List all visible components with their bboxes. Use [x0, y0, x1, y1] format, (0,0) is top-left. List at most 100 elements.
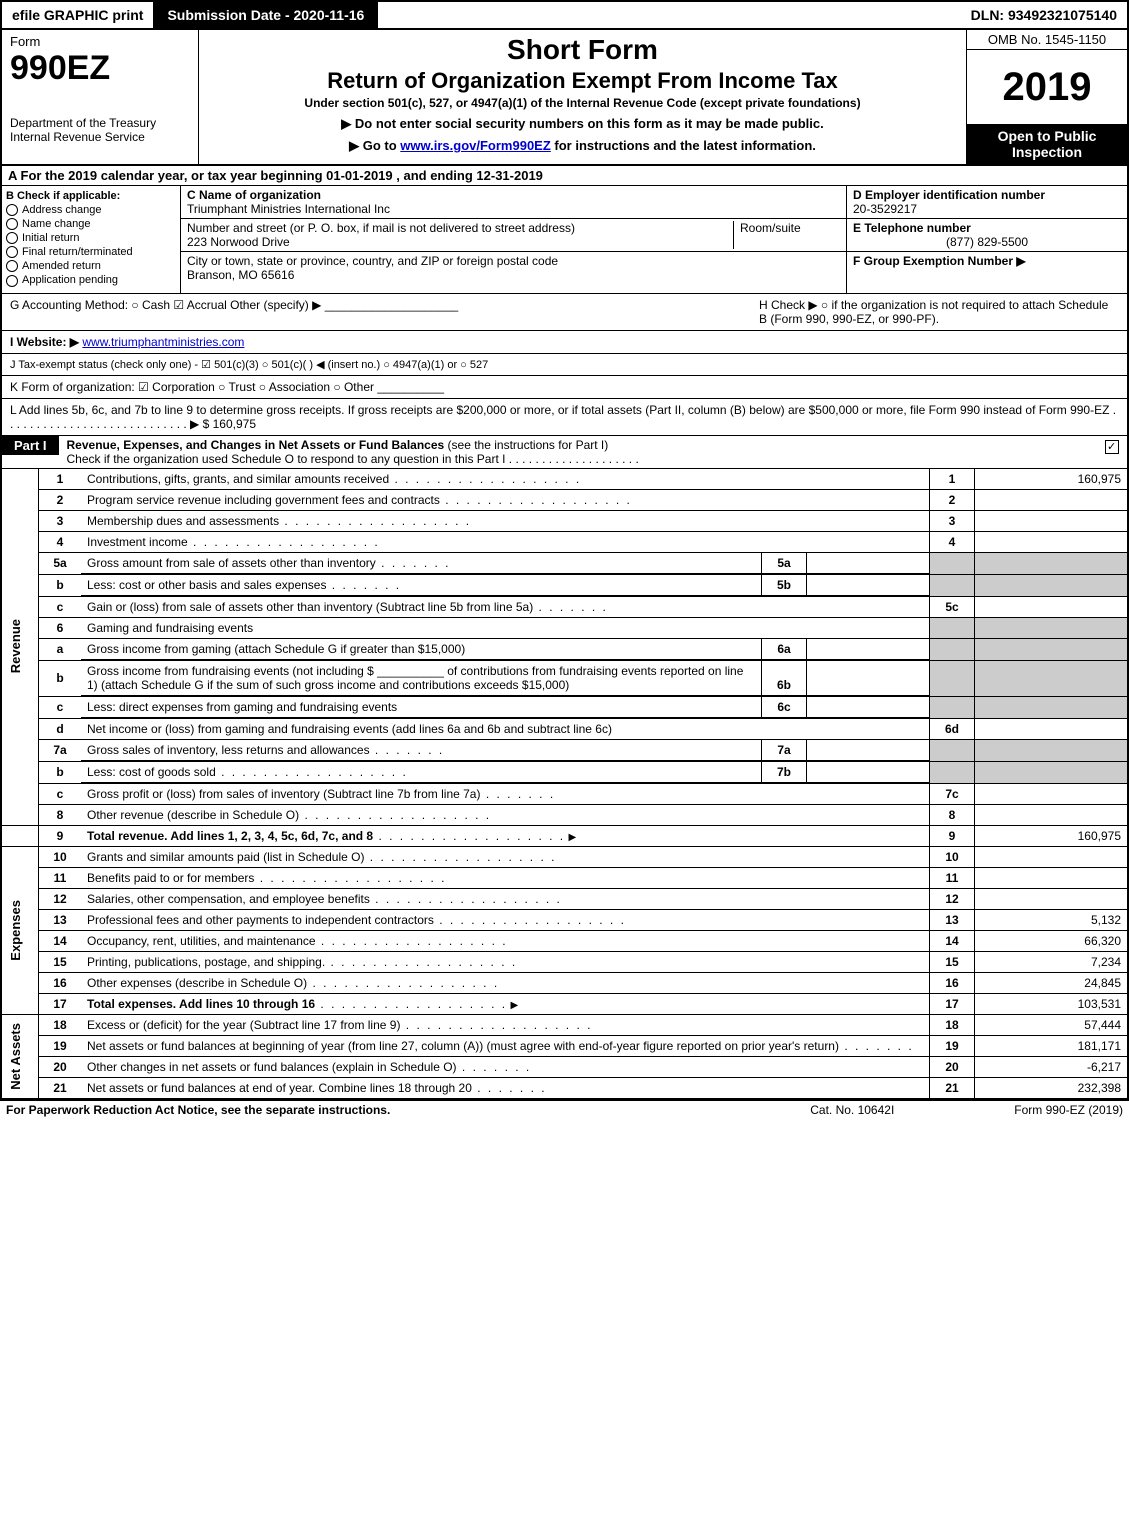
- C-city-label: City or town, state or province, country…: [187, 254, 558, 268]
- ln-6c-num: c: [39, 696, 82, 718]
- instruction-1: ▶ Do not enter social security numbers o…: [207, 116, 958, 132]
- ln-10-num: 10: [39, 847, 82, 868]
- ln-5b-desc: Less: cost or other basis and sales expe…: [87, 578, 401, 592]
- ln-7b-mnum: 7b: [762, 762, 807, 783]
- ln-7c-num: c: [39, 783, 82, 804]
- ln-5b-mnum: 5b: [762, 575, 807, 596]
- row-K: K Form of organization: ☑ Corporation ○ …: [0, 376, 1129, 399]
- ln-2-val: [975, 489, 1129, 510]
- ln-13-val: 5,132: [975, 909, 1129, 930]
- ln-6b-desc: Gross income from fundraising events (no…: [87, 664, 743, 692]
- checkbox-address-change[interactable]: [6, 204, 18, 216]
- right-block: OMB No. 1545-1150 2019 Open to Public In…: [966, 30, 1127, 164]
- B-item-1: Name change: [22, 218, 91, 230]
- ln-17-desc: Total expenses. Add lines 10 through 16: [87, 997, 315, 1011]
- ln-21-ncol: 21: [930, 1077, 975, 1099]
- ln-3-num: 3: [39, 510, 82, 531]
- checkbox-application-pending[interactable]: [6, 275, 18, 287]
- C-name-label: C Name of organization: [187, 188, 321, 202]
- revenue-tab-end: [1, 825, 39, 846]
- ln-7a-greyval: [975, 739, 1129, 761]
- ln-6a-grey: [930, 638, 975, 660]
- expenses-table: Expenses 10 Grants and similar amounts p…: [0, 847, 1129, 1015]
- ln-8-num: 8: [39, 804, 82, 825]
- ln-6c-greyval: [975, 696, 1129, 718]
- ln-5c-desc: Gain or (loss) from sale of assets other…: [87, 600, 608, 614]
- website-link[interactable]: www.triumphantministries.com: [82, 335, 244, 349]
- ln-8-desc: Other revenue (describe in Schedule O): [87, 808, 491, 822]
- ln-6d-num: d: [39, 718, 82, 739]
- title-main: Return of Organization Exempt From Incom…: [207, 68, 958, 94]
- instruction-2: ▶ Go to www.irs.gov/Form990EZ for instru…: [207, 138, 958, 154]
- ln-11-desc: Benefits paid to or for members: [87, 871, 446, 885]
- L-value: $ 160,975: [203, 417, 256, 431]
- ln-5a-mnum: 5a: [762, 553, 807, 574]
- part1-title-paren: (see the instructions for Part I): [448, 438, 609, 452]
- room-suite-label: Room/suite: [740, 221, 801, 235]
- ln-1-ncol: 1: [930, 469, 975, 490]
- ln-9-desc: Total revenue. Add lines 1, 2, 3, 4, 5c,…: [87, 829, 373, 843]
- checkbox-name-change[interactable]: [6, 218, 18, 230]
- ln-1-desc: Contributions, gifts, grants, and simila…: [87, 472, 581, 486]
- C-addr-label: Number and street (or P. O. box, if mail…: [187, 221, 575, 235]
- netassets-tab: Net Assets: [1, 1015, 39, 1099]
- dept-label: Department of the Treasury: [10, 116, 190, 130]
- ln-5c-ncol: 5c: [930, 596, 975, 617]
- schedule-o-checkbox[interactable]: [1105, 440, 1119, 454]
- title-block: Short Form Return of Organization Exempt…: [199, 30, 966, 164]
- ln-5c-val: [975, 596, 1129, 617]
- H-schedule-b: H Check ▶ ○ if the organization is not r…: [759, 298, 1119, 326]
- ln-20-num: 20: [39, 1056, 82, 1077]
- ln-4-desc: Investment income: [87, 535, 380, 549]
- irs-link[interactable]: www.irs.gov/Form990EZ: [400, 138, 551, 153]
- ln-21-num: 21: [39, 1077, 82, 1099]
- ln-5c-num: c: [39, 596, 82, 617]
- title-short: Short Form: [207, 34, 958, 66]
- part1-title: Revenue, Expenses, and Changes in Net As…: [67, 436, 1097, 468]
- ln-20-desc: Other changes in net assets or fund bala…: [87, 1060, 531, 1074]
- ln-9-val: 160,975: [975, 825, 1129, 846]
- omb-label: OMB No. 1545-1150: [967, 30, 1127, 50]
- ln-6d-ncol: 6d: [930, 718, 975, 739]
- ln-5a-greyval: [975, 552, 1129, 574]
- ln-3-val: [975, 510, 1129, 531]
- ln-14-ncol: 14: [930, 930, 975, 951]
- ln-7a-desc: Gross sales of inventory, less returns a…: [87, 743, 444, 757]
- ln-6-desc: Gaming and fundraising events: [81, 617, 930, 638]
- top-bar: efile GRAPHIC print Submission Date - 20…: [0, 0, 1129, 30]
- ln-9-num: 9: [39, 825, 82, 846]
- ln-6b-mnum: 6b: [762, 661, 807, 696]
- open-public-badge: Open to Public Inspection: [967, 124, 1127, 164]
- instr2-post: for instructions and the latest informat…: [551, 138, 816, 153]
- form-number: 990EZ: [10, 49, 190, 88]
- ln-5a-mval: [807, 553, 930, 574]
- ln-16-ncol: 16: [930, 972, 975, 993]
- ln-7b-mval: [807, 762, 930, 783]
- ln-7a-mnum: 7a: [762, 740, 807, 761]
- ln-18-desc: Excess or (deficit) for the year (Subtra…: [87, 1018, 592, 1032]
- L-text: L Add lines 5b, 6c, and 7b to line 9 to …: [10, 403, 1116, 431]
- ln-7a-mval: [807, 740, 930, 761]
- ln-13-num: 13: [39, 909, 82, 930]
- tax-year: 2019: [967, 50, 1127, 124]
- ln-11-ncol: 11: [930, 867, 975, 888]
- B-item-3: Final return/terminated: [22, 246, 133, 258]
- ln-3-desc: Membership dues and assessments: [87, 514, 471, 528]
- section-B: B Check if applicable: Address change Na…: [2, 186, 181, 293]
- ln-12-desc: Salaries, other compensation, and employ…: [87, 892, 562, 906]
- ln-19-num: 19: [39, 1035, 82, 1056]
- ln-4-val: [975, 531, 1129, 552]
- ln-12-num: 12: [39, 888, 82, 909]
- ln-3-ncol: 3: [930, 510, 975, 531]
- ln-2-desc: Program service revenue including govern…: [87, 493, 632, 507]
- checkbox-amended-return[interactable]: [6, 260, 18, 272]
- B-label: B Check if applicable:: [6, 190, 176, 202]
- checkbox-final-return[interactable]: [6, 246, 18, 258]
- ln-10-ncol: 10: [930, 847, 975, 868]
- ln-6d-val: [975, 718, 1129, 739]
- efile-print-button[interactable]: efile GRAPHIC print: [2, 2, 155, 28]
- submission-date-label: Submission Date - 2020-11-16: [155, 2, 378, 28]
- checkbox-initial-return[interactable]: [6, 232, 18, 244]
- ln-6d-desc: Net income or (loss) from gaming and fun…: [87, 722, 612, 736]
- ln-19-val: 181,171: [975, 1035, 1129, 1056]
